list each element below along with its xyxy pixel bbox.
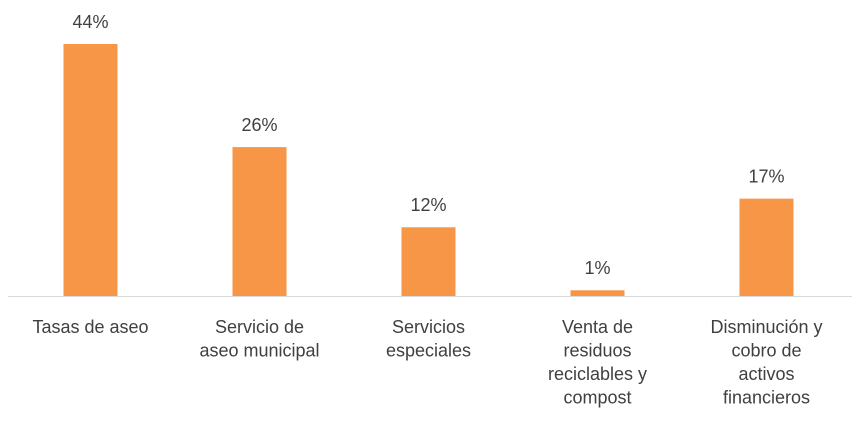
x-tick-label: especiales — [386, 340, 471, 360]
x-tick-label: reciclables y — [548, 364, 647, 384]
x-tick-label: cobro de — [731, 340, 801, 360]
data-label: 26% — [241, 115, 277, 135]
data-label: 44% — [72, 12, 108, 32]
bar — [232, 147, 287, 296]
x-tick-label: Venta de — [562, 317, 633, 337]
x-tick-label: Servicio de — [215, 317, 304, 337]
x-tick-label: activos — [738, 364, 794, 384]
data-label: 1% — [584, 258, 610, 278]
x-tick-label: compost — [563, 387, 631, 407]
data-label: 12% — [410, 195, 446, 215]
x-tick-label: Servicios — [392, 317, 465, 337]
x-tick-label: Disminución y — [710, 317, 822, 337]
x-tick-label: Tasas de aseo — [32, 317, 148, 337]
bar — [570, 290, 625, 296]
bar — [401, 227, 456, 296]
bar — [63, 44, 118, 296]
x-tick-label: financieros — [723, 387, 810, 407]
bar — [739, 198, 794, 296]
data-label: 17% — [748, 166, 784, 186]
x-tick-label: aseo municipal — [199, 340, 319, 360]
x-tick-label: residuos — [563, 340, 631, 360]
